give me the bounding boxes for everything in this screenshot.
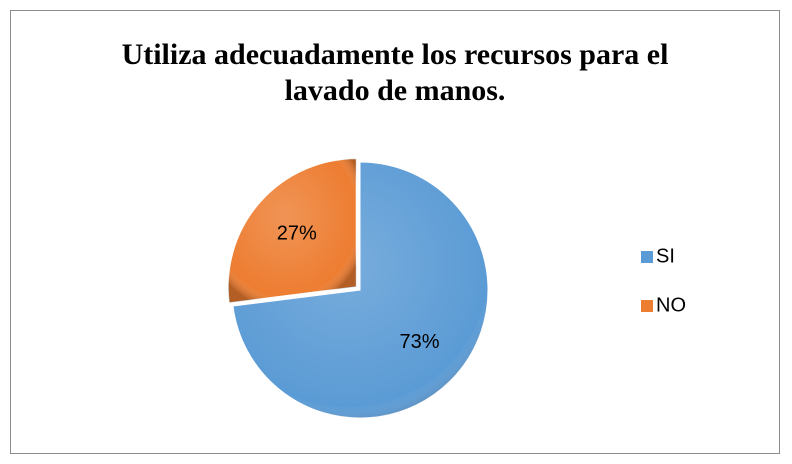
legend-label: SI [656,245,675,267]
chart-title-box: Utiliza adecuadamente los recursos para … [11,37,779,109]
data-label: 73% [400,331,440,353]
slice-shade [228,158,357,303]
data-label: 27% [277,222,317,244]
legend-label: NO [656,294,686,316]
legend-swatch [641,251,653,263]
chart-title: Utiliza adecuadamente los recursos para … [121,38,669,107]
legend-swatch [641,300,653,312]
slice-shade [233,162,488,418]
